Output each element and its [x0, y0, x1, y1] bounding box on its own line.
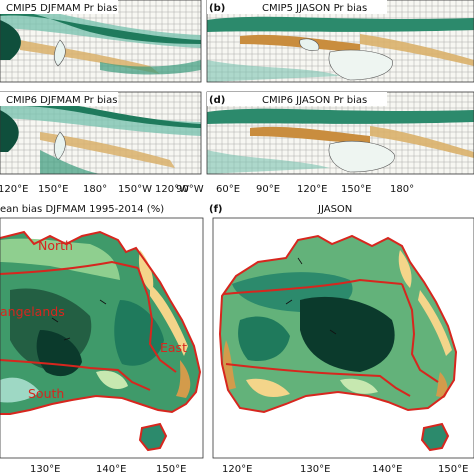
- tasmania-e: [140, 424, 166, 450]
- panel-b-title: CMIP5 JJASON Pr bias: [262, 3, 367, 14]
- panel-a-frame: [0, 0, 202, 83]
- bottom-left-xaxis: 130°E 140°E 150°E: [30, 464, 186, 474]
- panel-c-title: CMIP6 DJFMAM Pr bias: [6, 95, 117, 106]
- panel-e-title: ean bias DJFMAM 1995-2014 (%): [0, 204, 164, 215]
- panel-f-frame: [212, 217, 474, 459]
- xtick-top-left-5: 120°W: [155, 184, 189, 195]
- panel-a-title-bg: [0, 0, 118, 14]
- region-north-label: North: [38, 238, 73, 253]
- top-left-xaxis: 120°E 150°E 180° 150°W 120°W 90°W: [0, 184, 204, 195]
- bottom-right-xaxis: 120°E 130°E 140°E 150°E: [222, 464, 468, 474]
- top-right-xaxis: 60°E 90°E 120°E 150°E 180°: [216, 184, 414, 195]
- panel-e-map: [0, 218, 203, 458]
- xtick-top-right-4: 150°E: [341, 184, 371, 195]
- panel-e-frame: [0, 217, 204, 459]
- xtick-top-right-2: 90°E: [256, 184, 280, 195]
- panel-b-letter: (b): [209, 3, 225, 14]
- panel-b-title-bg: [207, 0, 387, 14]
- xtick-bottom-right-4: 150°E: [438, 464, 468, 474]
- nrm-region-boundaries-f: [218, 234, 458, 452]
- panel-a-title: CMIP5 DJFMAM Pr bias: [6, 3, 117, 14]
- xtick-bottom-left-3: 150°E: [156, 464, 186, 474]
- xtick-top-left-3: 180°: [83, 184, 107, 195]
- xtick-top-left-6: 90°W: [176, 184, 204, 195]
- xtick-top-right-5: 180°: [390, 184, 414, 195]
- xtick-top-right-1: 60°E: [216, 184, 240, 195]
- xtick-top-left-4: 150°W: [118, 184, 152, 195]
- panel-d-title: CMIP6 JJASON Pr bias: [262, 95, 367, 106]
- region-rangelands-label: angelands: [0, 304, 65, 319]
- xtick-bottom-left-1: 130°E: [30, 464, 60, 474]
- panel-c-title-bg: [0, 92, 118, 106]
- xtick-top-right-3: 120°E: [297, 184, 327, 195]
- panel-d-letter: (d): [209, 95, 225, 106]
- region-south-label: South: [28, 386, 64, 401]
- panel-f-title: JJASON: [317, 204, 352, 215]
- xtick-top-left-2: 150°E: [38, 184, 68, 195]
- region-east-label: East: [160, 340, 187, 355]
- xtick-bottom-right-1: 120°E: [222, 464, 252, 474]
- panel-f-letter: (f): [209, 204, 223, 215]
- xtick-bottom-left-2: 140°E: [96, 464, 126, 474]
- xtick-top-left-1: 120°E: [0, 184, 28, 195]
- panel-f-map: [213, 218, 474, 458]
- panel-b-frame: [206, 0, 474, 83]
- panel-d-title-bg: [207, 92, 387, 106]
- tasmania-f: [422, 424, 448, 450]
- nrm-region-boundaries-e: [0, 230, 202, 452]
- xtick-bottom-right-3: 140°E: [372, 464, 402, 474]
- xtick-bottom-right-2: 130°E: [300, 464, 330, 474]
